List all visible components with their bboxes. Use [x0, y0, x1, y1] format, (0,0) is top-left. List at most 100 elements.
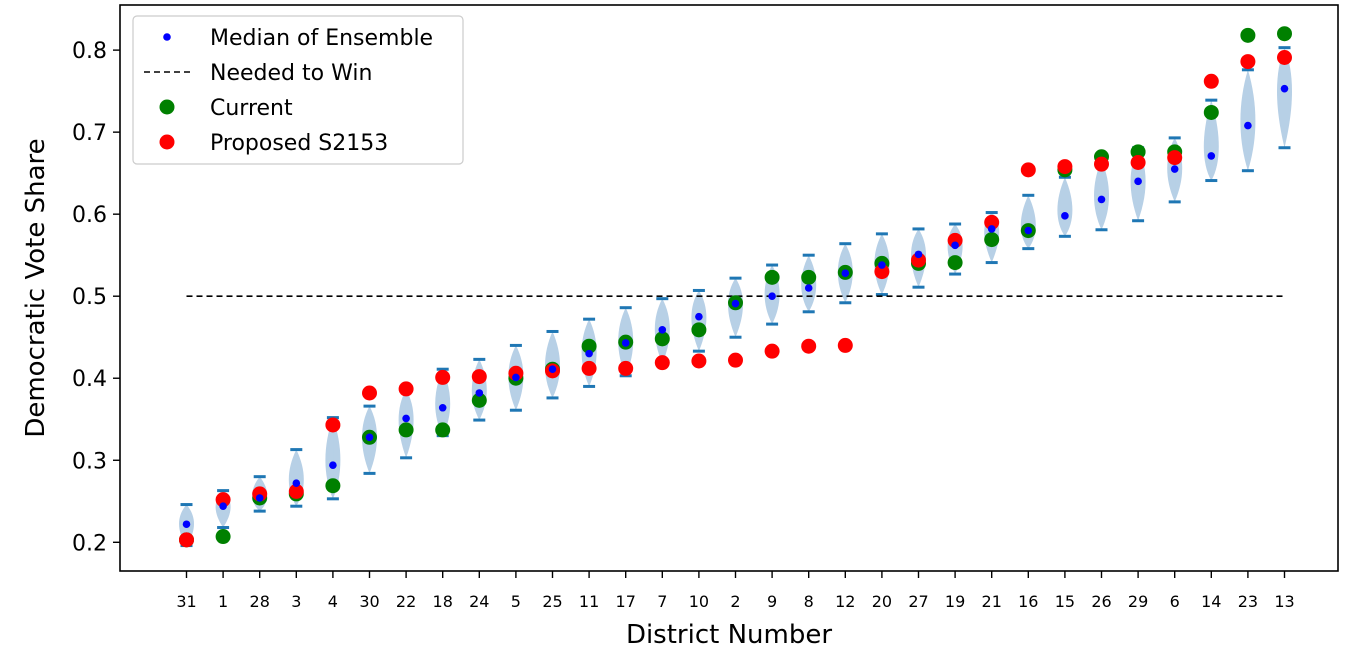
x-tick-label: 12	[835, 592, 855, 611]
data-points	[179, 26, 1292, 548]
point-proposed-s2153-26	[1094, 156, 1109, 172]
x-tick-label: 10	[689, 592, 709, 611]
x-tick-label: 3	[291, 592, 301, 611]
x-tick-label: 20	[872, 592, 892, 611]
point-proposed-s2153-18	[435, 369, 451, 385]
x-tick-label: 9	[767, 592, 777, 611]
x-tick-label: 23	[1238, 592, 1258, 611]
point-current-18	[435, 422, 451, 438]
point-median-of-ensemble-10	[695, 312, 703, 321]
point-median-of-ensemble-26	[1097, 195, 1106, 204]
point-median-of-ensemble-13	[1280, 84, 1289, 93]
point-current-29	[1130, 144, 1146, 160]
point-median-of-ensemble-29	[1134, 177, 1142, 186]
x-tick-label: 2	[730, 592, 740, 611]
x-tick-label: 5	[511, 592, 521, 611]
point-proposed-s2153-19	[947, 232, 963, 248]
point-median-of-ensemble-15	[1061, 212, 1069, 220]
point-current-21	[984, 232, 1000, 248]
point-current-8	[801, 269, 817, 285]
x-tick-label: 18	[433, 592, 453, 611]
point-proposed-s2153-31	[179, 532, 194, 548]
x-tick-label: 30	[359, 592, 379, 611]
y-axis-label: Democratic Vote Share	[21, 138, 51, 437]
point-median-of-ensemble-27	[914, 250, 923, 259]
point-median-of-ensemble-12	[841, 269, 850, 278]
y-tick-label: 0.6	[72, 203, 107, 228]
point-median-of-ensemble-21	[987, 225, 996, 233]
point-current-4	[325, 478, 341, 494]
point-median-of-ensemble-31	[182, 520, 191, 529]
point-median-of-ensemble-9	[768, 292, 776, 301]
x-tick-label: 22	[396, 592, 416, 611]
point-median-of-ensemble-18	[438, 403, 447, 412]
x-tick-label: 7	[657, 592, 667, 611]
point-median-of-ensemble-11	[585, 349, 593, 358]
point-proposed-s2153-10	[691, 353, 707, 369]
legend-label: Median of Ensemble	[210, 26, 433, 51]
axes-frame	[119, 4, 1339, 572]
x-tick-label: 4	[328, 592, 338, 611]
x-tick-label: 6	[1170, 592, 1180, 611]
point-median-of-ensemble-30	[365, 433, 374, 442]
x-tick-label: 15	[1055, 592, 1075, 611]
y-axis: 0.2 0.3 0.4 0.5 0.6 0.7 0.8	[72, 39, 120, 556]
x-tick-label: 11	[579, 592, 599, 611]
x-tick-label: 1	[218, 592, 228, 611]
point-proposed-s2153-21	[984, 214, 1000, 230]
point-median-of-ensemble-6	[1170, 165, 1179, 173]
legend-marker-median-of-ensemble	[163, 33, 171, 41]
point-proposed-s2153-14	[1203, 73, 1219, 89]
point-proposed-s2153-13	[1277, 49, 1292, 65]
point-median-of-ensemble-7	[658, 326, 667, 334]
point-proposed-s2153-3	[288, 483, 304, 499]
x-tick-label: 8	[804, 592, 814, 611]
point-median-of-ensemble-8	[804, 284, 813, 292]
point-median-of-ensemble-1	[219, 502, 227, 510]
x-axis: 31 1 28 3 4 30 22 18 24 5 25 11 17 7 10 2 9 8 12 20 27 19 21 16…	[176, 571, 1295, 611]
x-tick-label: 21	[982, 592, 1002, 611]
point-proposed-s2153-22	[398, 381, 414, 397]
point-current-23	[1240, 27, 1256, 43]
legend: Median of Ensemble Needed to Win Current Pr…	[132, 15, 464, 165]
point-current-22	[398, 422, 414, 438]
point-proposed-s2153-27	[911, 252, 926, 268]
point-current-24	[471, 392, 487, 408]
x-tick-label: 16	[1018, 592, 1038, 611]
point-proposed-s2153-20	[874, 264, 890, 280]
point-median-of-ensemble-16	[1024, 226, 1033, 235]
x-tick-label: 19	[945, 592, 965, 611]
point-median-of-ensemble-2	[731, 299, 740, 308]
point-median-of-ensemble-5	[512, 373, 520, 382]
point-median-of-ensemble-4	[329, 461, 337, 469]
point-proposed-s2153-4	[325, 417, 341, 433]
point-current-14	[1203, 104, 1219, 120]
y-tick-label: 0.5	[72, 285, 107, 310]
point-current-10	[691, 322, 707, 338]
legend-marker-current	[159, 99, 175, 115]
point-median-of-ensemble-25	[548, 365, 557, 374]
x-tick-label: 17	[616, 592, 636, 611]
point-current-1	[215, 529, 231, 545]
point-proposed-s2153-30	[362, 385, 377, 401]
point-median-of-ensemble-14	[1207, 152, 1216, 160]
point-proposed-s2153-7	[654, 355, 670, 371]
legend-label: Needed to Win	[210, 61, 372, 86]
point-proposed-s2153-6	[1167, 150, 1183, 166]
point-proposed-s2153-1	[215, 492, 231, 508]
point-median-of-ensemble-23	[1244, 121, 1252, 130]
y-tick-label: 0.7	[72, 121, 107, 146]
point-proposed-s2153-11	[581, 360, 597, 376]
x-tick-label: 24	[469, 592, 489, 611]
y-tick-label: 0.4	[72, 367, 107, 392]
legend-box	[132, 15, 464, 165]
point-proposed-s2153-16	[1020, 162, 1036, 178]
x-tick-label: 25	[542, 592, 562, 611]
point-current-19	[947, 255, 963, 271]
point-proposed-s2153-2	[728, 352, 743, 368]
point-proposed-s2153-23	[1240, 54, 1256, 70]
point-current-11	[581, 338, 597, 354]
point-current-7	[654, 331, 670, 347]
y-tick-label: 0.8	[72, 39, 107, 64]
